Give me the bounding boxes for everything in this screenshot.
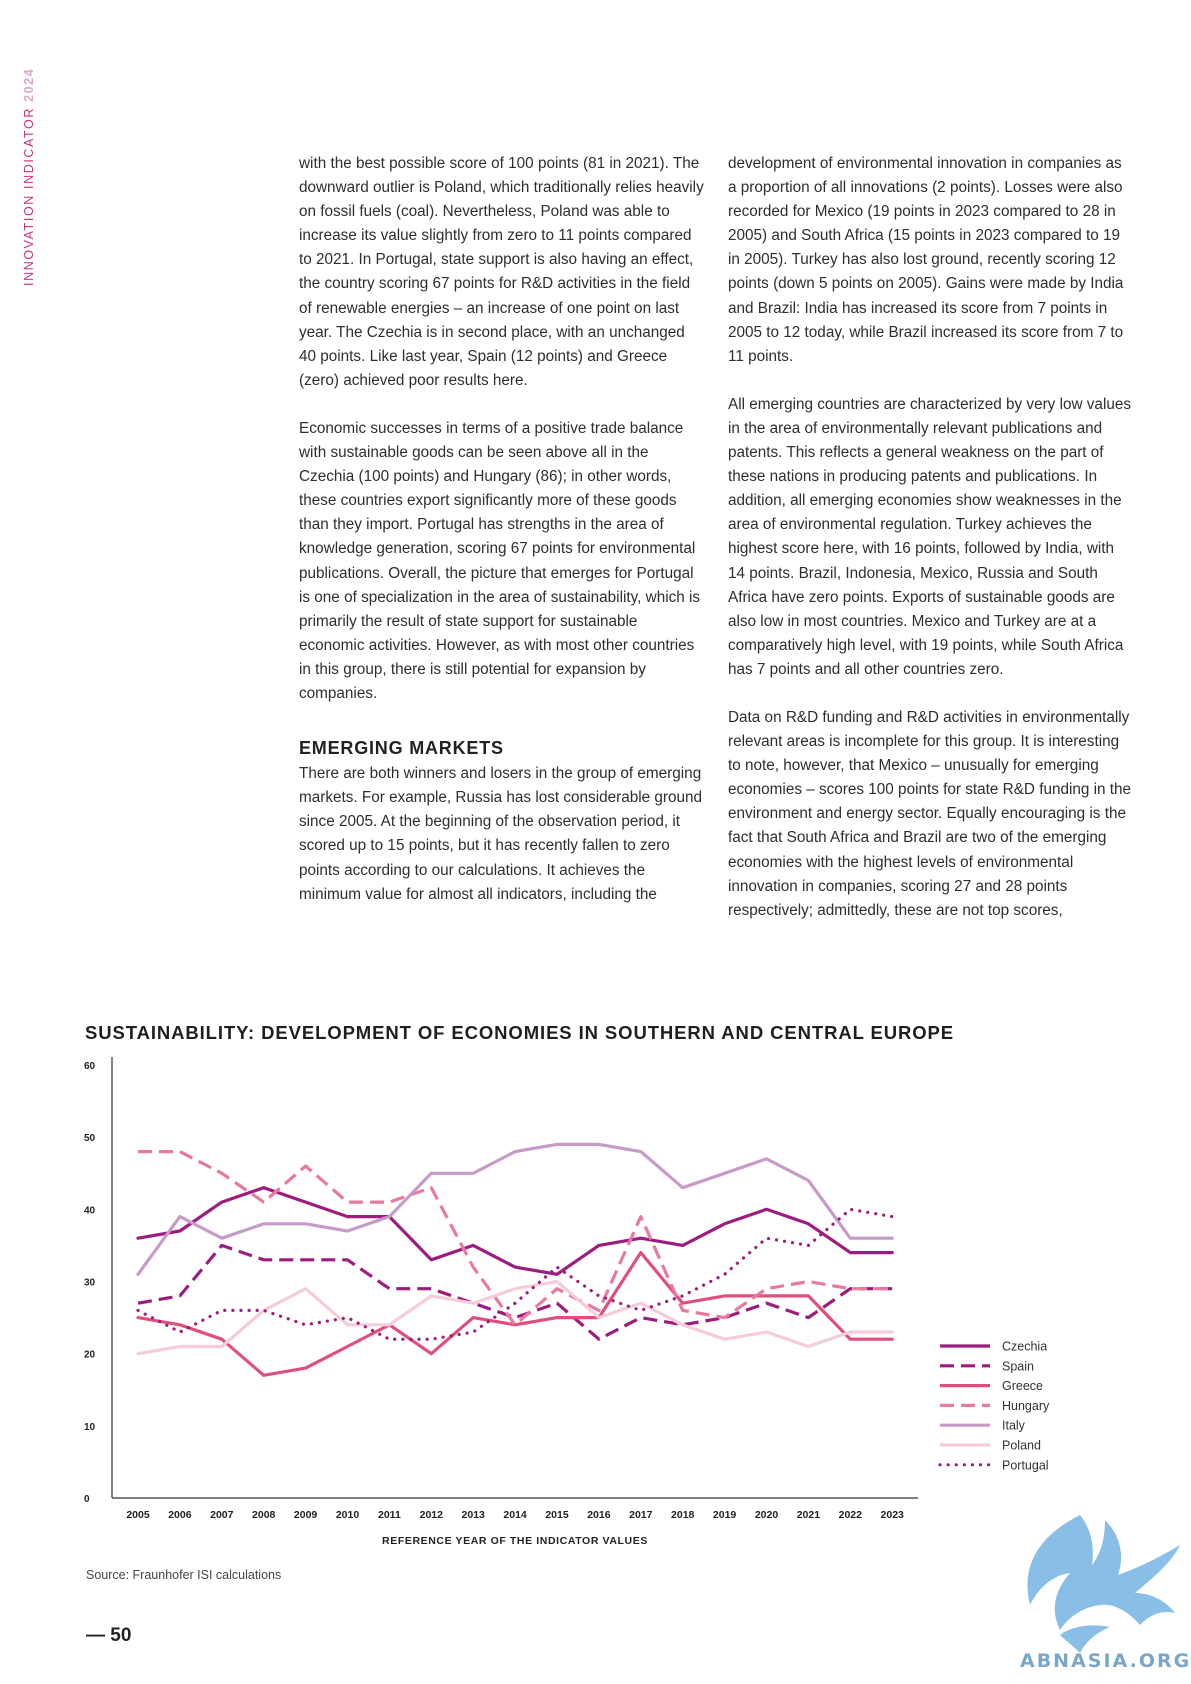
chart-title: SUSTAINABILITY: DEVELOPMENT OF ECONOMIES… xyxy=(85,1022,955,1043)
x-tick-label: 2018 xyxy=(671,1509,695,1521)
series-line-hungary xyxy=(138,1149,893,1327)
left-column: with the best possible score of 100 poin… xyxy=(299,152,704,931)
series-line-portugal xyxy=(136,1207,894,1341)
legend-label: Czechia xyxy=(1002,1340,1047,1354)
watermark-logo: ABNASIA.ORG xyxy=(1020,1515,1190,1672)
y-tick-label: 0 xyxy=(84,1494,90,1505)
section-heading: EMERGING MARKETS xyxy=(299,738,504,759)
x-tick-label: 2016 xyxy=(587,1509,611,1521)
x-tick-label: 2012 xyxy=(420,1509,444,1521)
legend-label: Poland xyxy=(1002,1439,1041,1453)
x-tick-label: 2006 xyxy=(168,1509,192,1521)
paragraph: with the best possible score of 100 poin… xyxy=(299,155,704,389)
line-chart: 0 10 20 30 40 50 60 2005 2006 2007 2008 2009 2010 201… xyxy=(84,1057,1050,1547)
series-line-greece xyxy=(136,1251,894,1377)
x-tick-label: 2005 xyxy=(126,1509,150,1521)
side-label: INNOVATION INDICATOR 2024 xyxy=(22,56,38,286)
legend-label: Italy xyxy=(1002,1419,1026,1433)
legend-label: Greece xyxy=(1002,1379,1043,1393)
x-tick-label: 2021 xyxy=(797,1509,821,1521)
x-tick-label: 2023 xyxy=(881,1509,905,1521)
x-tick-label: 2019 xyxy=(713,1509,737,1521)
griffin-icon xyxy=(1027,1515,1180,1653)
y-tick-label: 60 xyxy=(84,1061,96,1072)
y-tick-label: 20 xyxy=(84,1350,96,1361)
paragraph: Data on R&D funding and R&D activities i… xyxy=(728,708,1132,919)
y-tick-label: 30 xyxy=(84,1278,96,1289)
y-tick-label: 40 xyxy=(84,1205,96,1216)
legend-label: Portugal xyxy=(1002,1458,1049,1472)
paragraph: development of environmental innovation … xyxy=(728,155,1124,365)
x-tick-label: 2008 xyxy=(252,1509,276,1521)
series-line-spain xyxy=(137,1243,893,1341)
x-tick-label: 2013 xyxy=(462,1509,486,1521)
y-tick-label: 10 xyxy=(84,1422,96,1433)
series-line-czechia xyxy=(136,1186,894,1276)
x-tick-label: 2009 xyxy=(294,1509,318,1521)
source-note: Source: Fraunhofer ISI calculations xyxy=(86,1568,282,1582)
side-label-year: 2024 xyxy=(22,67,36,102)
x-tick-label: 2014 xyxy=(503,1509,527,1521)
paragraph: Economic successes in terms of a positiv… xyxy=(299,419,701,702)
watermark-text: ABNASIA.ORG xyxy=(1020,1650,1190,1672)
x-tick-label: 2011 xyxy=(378,1509,401,1521)
series-line-poland xyxy=(136,1279,894,1356)
page-number: — 50 xyxy=(86,1625,132,1646)
x-tick-label: 2007 xyxy=(210,1509,234,1521)
legend-label: Hungary xyxy=(1002,1399,1050,1413)
legend-label: Spain xyxy=(1002,1359,1034,1373)
x-axis-label: REFERENCE YEAR OF THE INDICATOR VALUES xyxy=(382,1535,648,1547)
side-label-title: INNOVATION INDICATOR xyxy=(22,107,36,286)
y-tick-label: 50 xyxy=(84,1133,96,1144)
x-tick-label: 2017 xyxy=(629,1509,653,1521)
right-column: development of environmental innovation … xyxy=(728,152,1133,947)
series-line-italy xyxy=(136,1142,894,1276)
x-tick-label: 2022 xyxy=(839,1509,863,1521)
paragraph: There are both winners and losers in the… xyxy=(299,765,703,903)
paragraph: All emerging countries are characterized… xyxy=(728,395,1131,678)
x-tick-label: 2015 xyxy=(545,1509,569,1521)
x-tick-label: 2010 xyxy=(336,1509,360,1521)
x-tick-label: 2020 xyxy=(755,1509,779,1521)
